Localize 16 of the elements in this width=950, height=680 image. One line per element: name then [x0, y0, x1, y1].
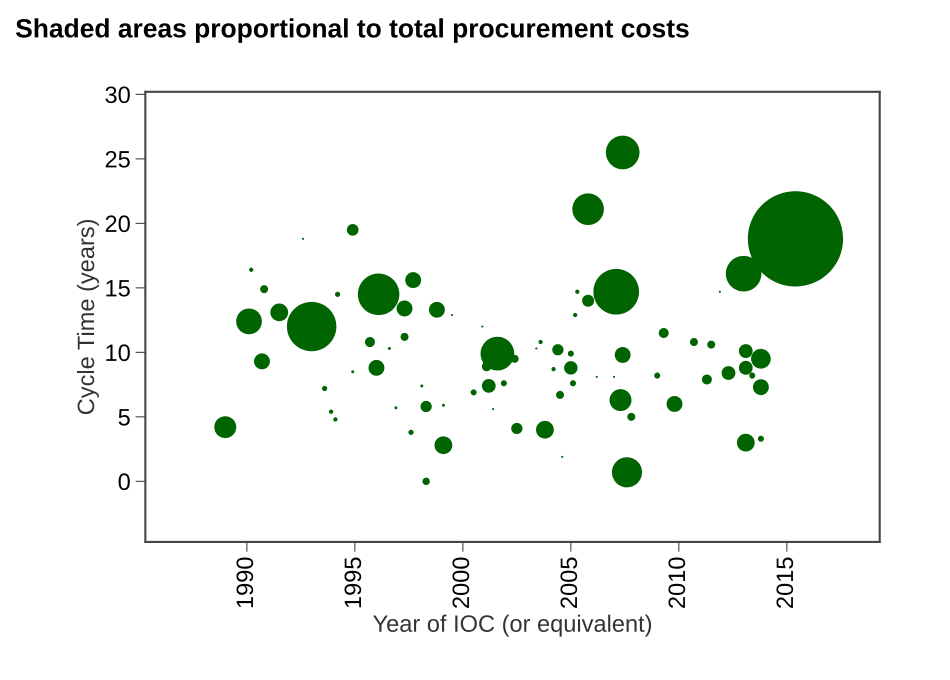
- y-tick-label: 5: [118, 409, 130, 426]
- y-axis-title: Cycle Time (years): [76, 220, 99, 414]
- x-tick-label: 1990: [236, 557, 254, 608]
- x-tick-label: 1995: [344, 558, 362, 608]
- y-tick-label: 0: [118, 473, 130, 490]
- chart-title: Shaded areas proportional to total procurement costs: [16, 18, 689, 43]
- x-tick-label: 2005: [560, 558, 578, 608]
- x-axis-title: Year of IOC (or equivalent): [373, 614, 652, 637]
- y-tick-label: 25: [106, 150, 130, 168]
- y-tick-label: 10: [106, 344, 130, 362]
- x-tick-label: 2015: [776, 558, 794, 608]
- x-tick-label: 2000: [452, 557, 470, 608]
- y-tick-label: 15: [106, 280, 130, 297]
- y-tick-label: 30: [105, 86, 130, 104]
- y-tick-label: 20: [106, 215, 130, 232]
- x-tick-label: 2010: [668, 557, 686, 608]
